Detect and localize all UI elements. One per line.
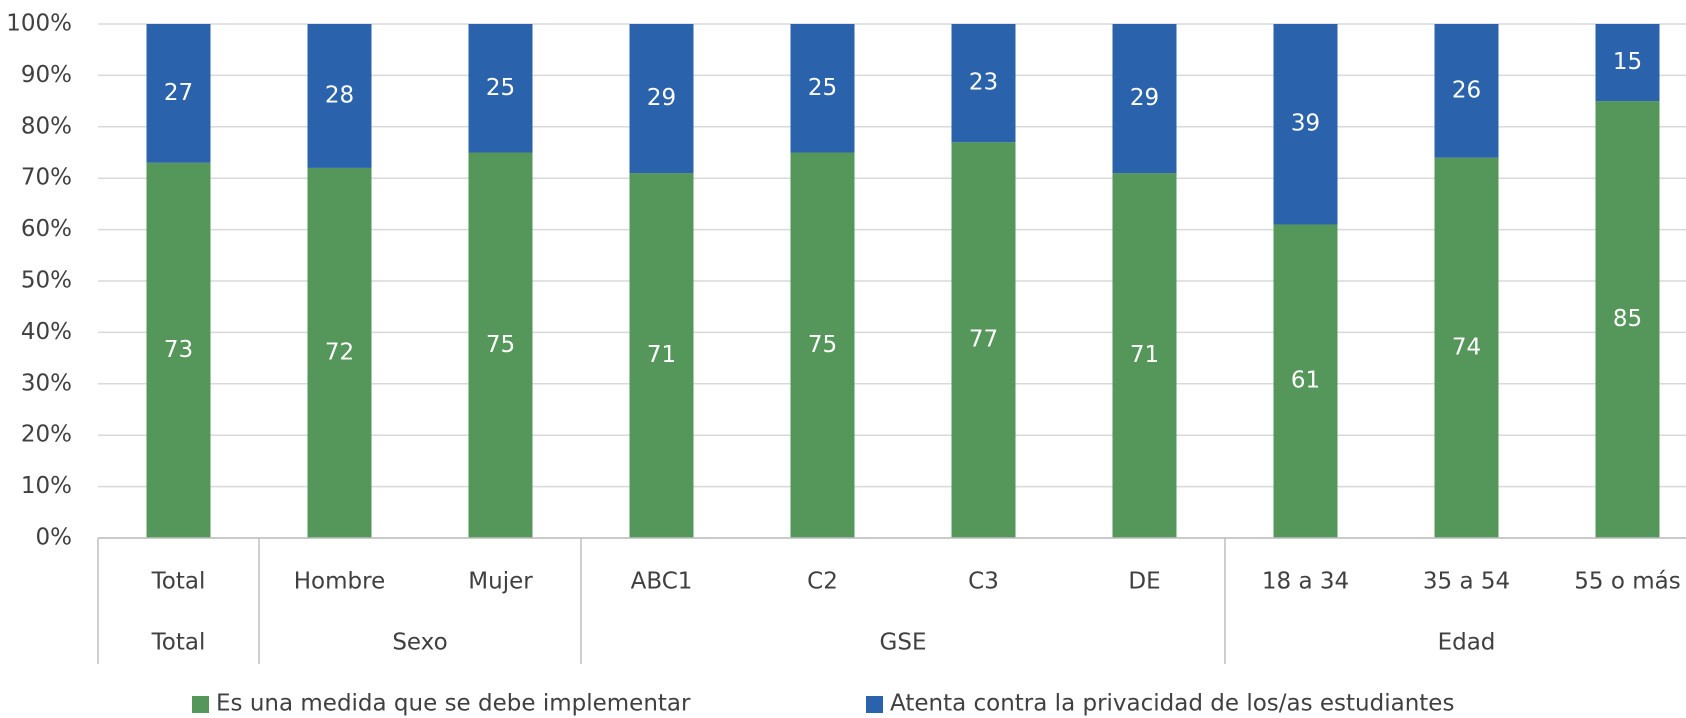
- bar-segment: [1434, 157, 1499, 538]
- y-tick-label: 90%: [21, 62, 72, 88]
- bar-segment: [146, 24, 211, 163]
- data-label: 25: [808, 75, 837, 101]
- y-tick-label: 60%: [21, 216, 72, 242]
- x-tick-label: 55 o más: [1574, 569, 1680, 595]
- bar-segment: [1112, 173, 1177, 538]
- bar-segment: [1434, 24, 1499, 158]
- data-label: 26: [1452, 77, 1481, 103]
- x-tick-label: Mujer: [468, 569, 533, 595]
- group-label: Sexo: [392, 630, 447, 656]
- bar-segment: [1273, 24, 1338, 225]
- x-tick-label: DE: [1128, 569, 1160, 595]
- bar-segment: [468, 152, 533, 538]
- data-label: 75: [486, 332, 515, 358]
- legend-swatch: [866, 696, 883, 713]
- data-label: 23: [969, 70, 998, 96]
- y-tick-label: 50%: [21, 268, 72, 294]
- data-label: 61: [1291, 368, 1320, 394]
- bar-segment: [790, 152, 855, 538]
- x-tick-label: ABC1: [631, 569, 693, 595]
- bar-segment: [468, 24, 533, 153]
- y-tick-label: 0%: [36, 525, 73, 551]
- bar-segment: [629, 173, 694, 538]
- y-tick-label: 40%: [21, 319, 72, 345]
- bar-segment: [629, 24, 694, 174]
- bar-segment: [951, 142, 1016, 538]
- bar-segment: [1112, 24, 1177, 174]
- bar-segment: [307, 24, 372, 168]
- y-tick-label: 10%: [21, 473, 72, 499]
- legend-label: Es una medida que se debe implementar: [216, 691, 691, 717]
- bar-segment: [951, 24, 1016, 143]
- y-tick-label: 20%: [21, 422, 72, 448]
- y-tick-label: 30%: [21, 370, 72, 396]
- bar-segment: [1595, 101, 1660, 538]
- bar-segment: [1273, 224, 1338, 538]
- data-label: 74: [1452, 334, 1481, 360]
- group-label: Total: [151, 630, 206, 656]
- data-label: 27: [164, 80, 193, 106]
- y-tick-label: 70%: [21, 165, 72, 191]
- x-tick-label: Hombre: [294, 569, 385, 595]
- x-tick-label: 18 a 34: [1262, 569, 1349, 595]
- bar-segment: [1595, 24, 1660, 102]
- data-label: 77: [969, 327, 998, 353]
- data-label: 29: [1130, 85, 1159, 111]
- data-label: 72: [325, 339, 354, 365]
- legend-label: Atenta contra la privacidad de los/as es…: [890, 691, 1454, 717]
- bar-segment: [307, 167, 372, 539]
- x-tick-label: Total: [151, 569, 206, 595]
- y-tick-label: 100%: [6, 11, 72, 37]
- data-label: 73: [164, 337, 193, 363]
- data-label: 75: [808, 332, 837, 358]
- data-label: 39: [1291, 111, 1320, 137]
- data-label: 28: [325, 82, 354, 108]
- y-tick-label: 80%: [21, 113, 72, 139]
- bar-segment: [146, 162, 211, 538]
- data-label: 25: [486, 75, 515, 101]
- x-tick-label: 35 a 54: [1423, 569, 1510, 595]
- data-label: 85: [1613, 306, 1642, 332]
- group-label: GSE: [880, 630, 927, 656]
- x-tick-label: C3: [968, 569, 999, 595]
- x-tick-label: C2: [807, 569, 838, 595]
- group-label: Edad: [1438, 630, 1496, 656]
- data-label: 15: [1613, 49, 1642, 75]
- data-label: 71: [1130, 342, 1159, 368]
- data-label: 71: [647, 342, 676, 368]
- data-label: 29: [647, 85, 676, 111]
- bar-segment: [790, 24, 855, 153]
- legend-swatch: [192, 696, 209, 713]
